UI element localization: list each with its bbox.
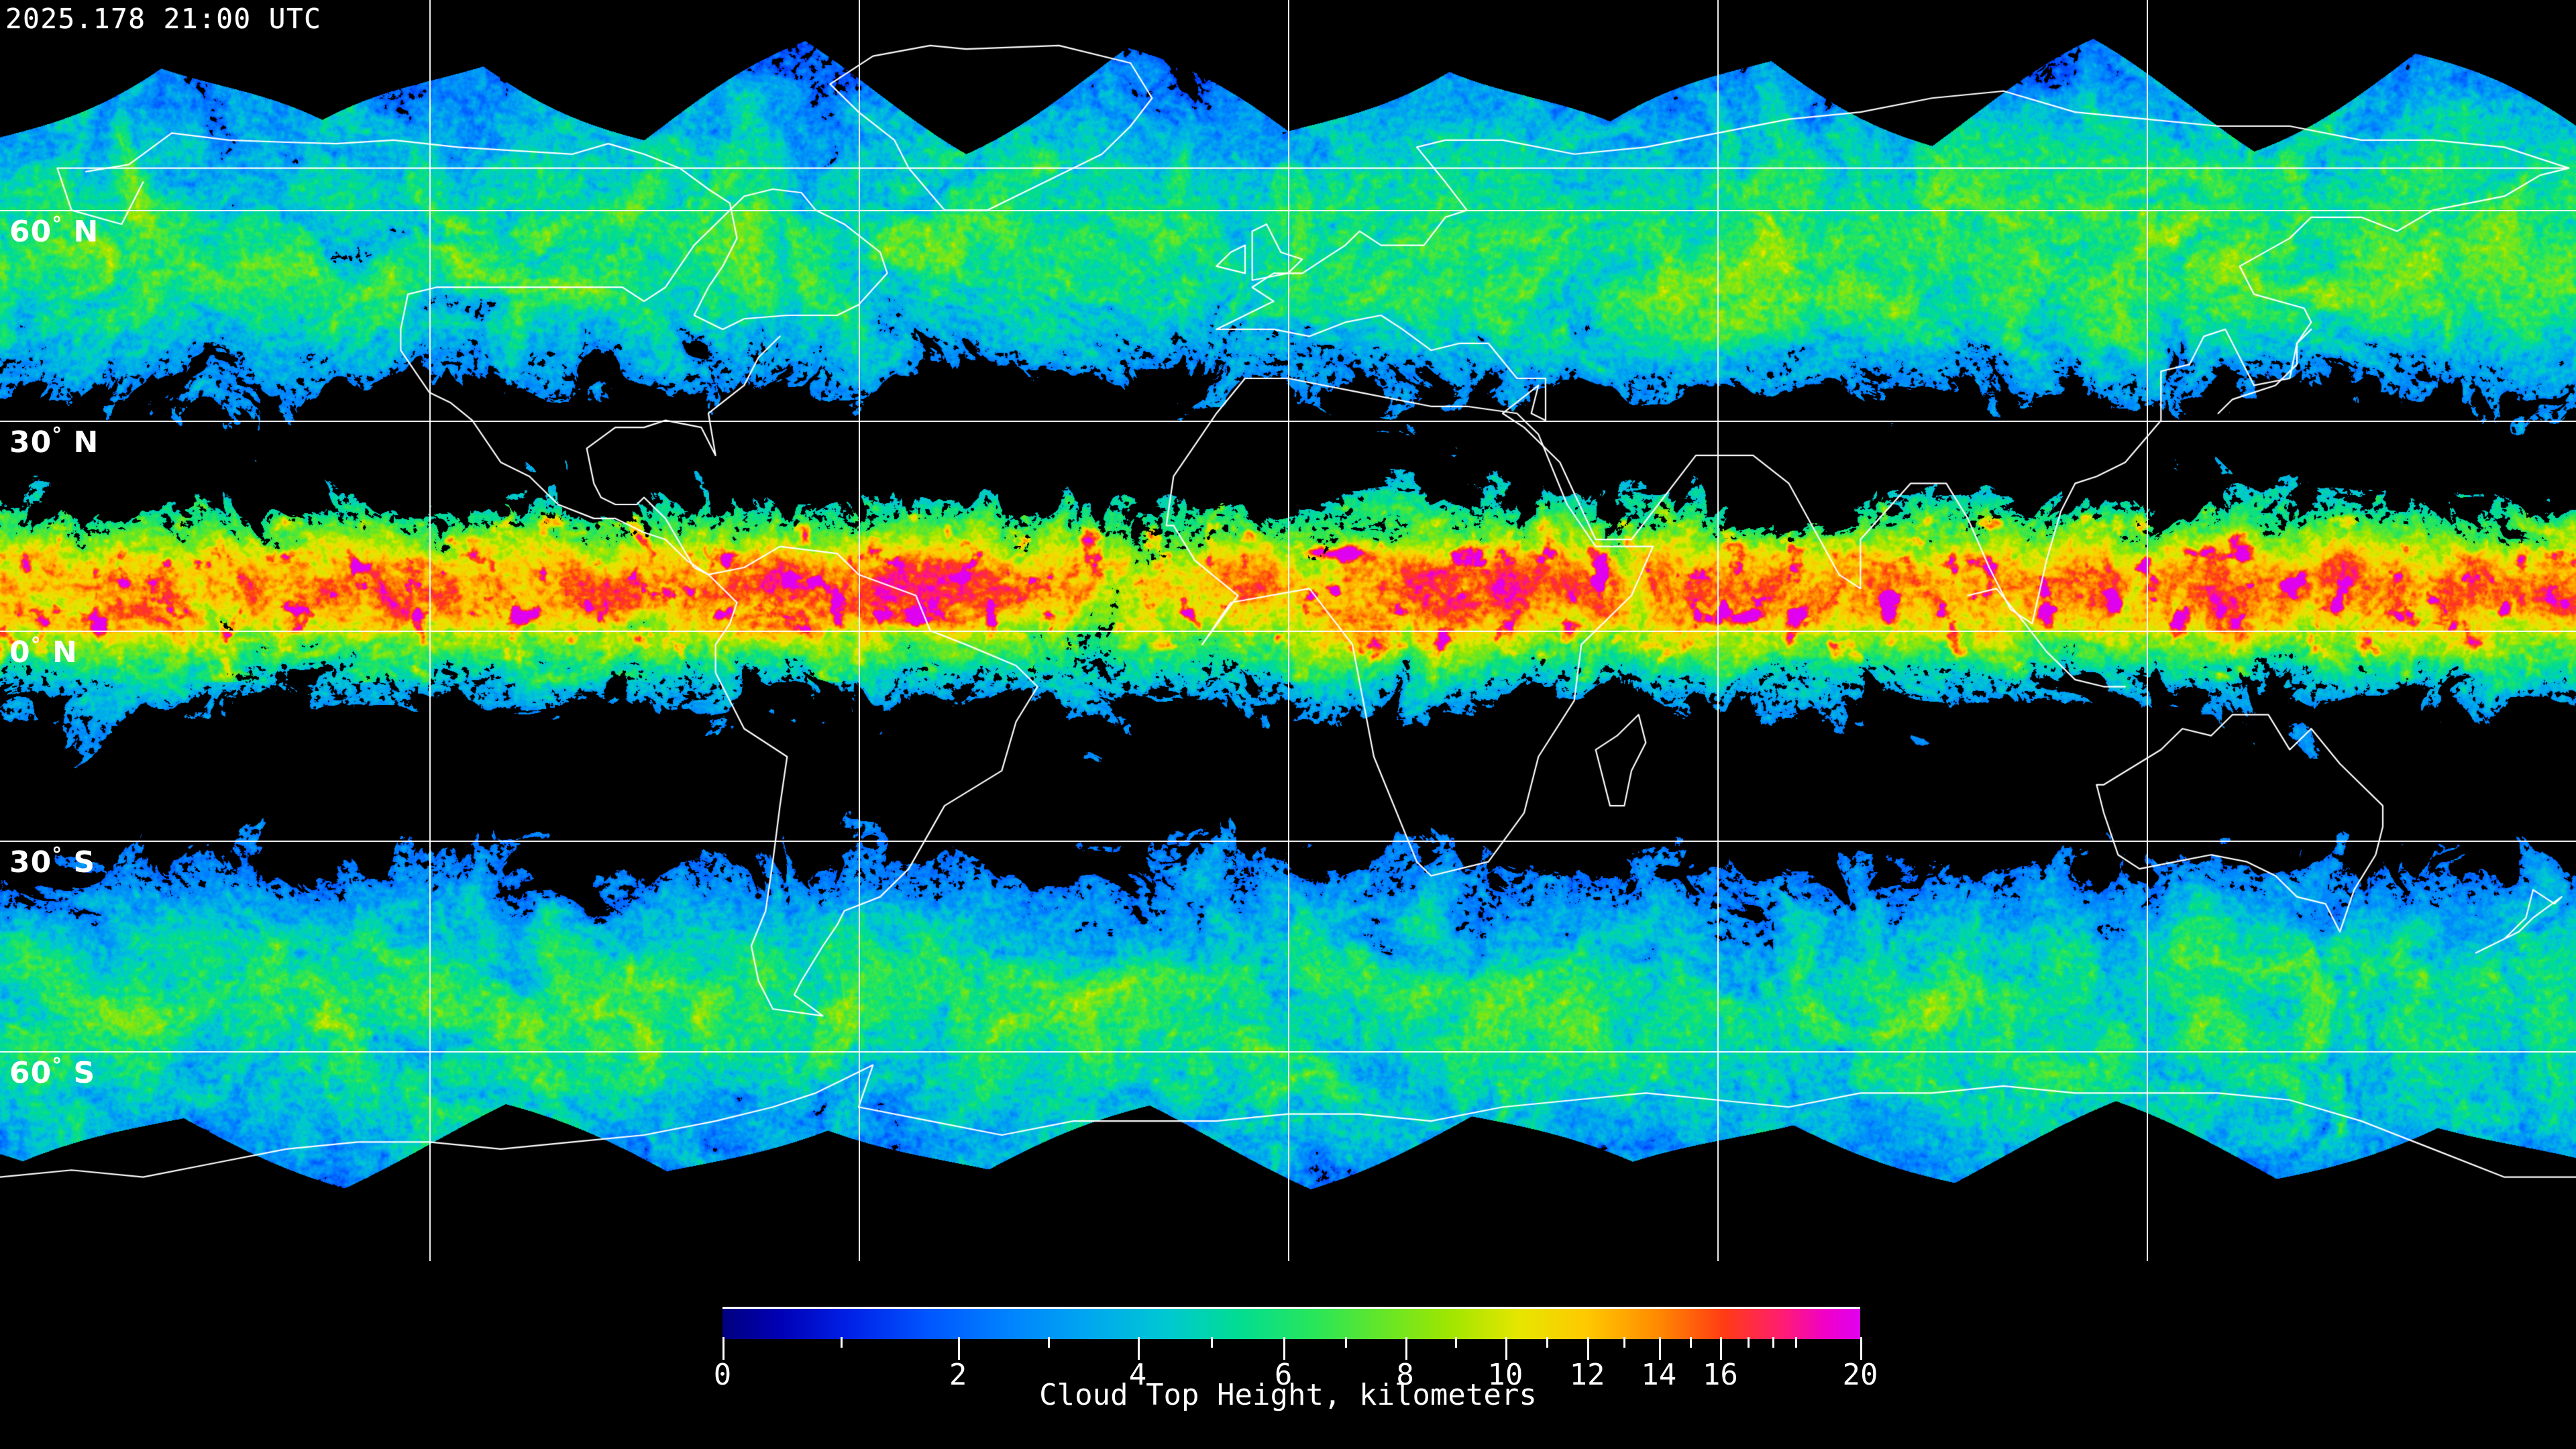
colorbar-tick-label: 8	[1396, 1358, 1414, 1392]
colorbar-major-tick	[1405, 1337, 1407, 1360]
colorbar-tick-label: 16	[1702, 1358, 1738, 1392]
colorbar-major-tick	[1860, 1337, 1862, 1360]
colorbar-minor-tick	[1795, 1337, 1798, 1348]
latitude-value: 60	[9, 1055, 52, 1090]
colorbar-tick-label: 12	[1569, 1358, 1605, 1392]
degree-symbol-icon: °	[30, 633, 42, 657]
degree-symbol-icon: °	[52, 843, 63, 867]
colorbar-tick-label: 0	[713, 1358, 732, 1392]
latitude-label: 60° N	[9, 215, 99, 249]
colorbar-minor-tick	[1689, 1337, 1692, 1348]
colorbar-tick-label: 10	[1487, 1358, 1523, 1392]
colorbar-gradient	[722, 1307, 1860, 1339]
latitude-value: 30	[9, 845, 52, 880]
colorbar-minor-tick	[1048, 1337, 1051, 1348]
colorbar-minor-tick	[1344, 1337, 1347, 1348]
colorbar-major-tick	[1138, 1337, 1140, 1360]
colorbar-tick-label: 4	[1128, 1358, 1147, 1392]
graticule-meridian	[1717, 0, 1719, 1261]
colorbar-tick-marks	[722, 1337, 1862, 1360]
colorbar-minor-tick	[1210, 1337, 1213, 1348]
graticule-meridian	[859, 0, 860, 1261]
graticule-meridian	[2147, 0, 2148, 1261]
latitude-value: 30	[9, 425, 52, 460]
colorbar-minor-tick	[1455, 1337, 1458, 1348]
colorbar-minor-tick	[841, 1337, 843, 1348]
colorbar-major-tick	[1505, 1337, 1507, 1360]
degree-symbol-icon: °	[52, 423, 63, 447]
graticule-meridian	[429, 0, 431, 1261]
colorbar-tick-label: 20	[1842, 1358, 1878, 1392]
latitude-label: 30° S	[9, 843, 96, 880]
colorbar-tick-label: 2	[949, 1358, 967, 1392]
colorbar-major-tick	[1587, 1337, 1589, 1360]
colorbar-tick-label: 6	[1274, 1358, 1293, 1392]
latitude-hemisphere: N	[62, 425, 99, 460]
latitude-hemisphere: S	[62, 845, 96, 880]
degree-symbol-icon: °	[52, 213, 63, 237]
timestamp-label: 2025.178 21:00 UTC	[5, 3, 322, 35]
latitude-label: 0° N	[9, 633, 78, 669]
latitude-label: 60° S	[9, 1054, 96, 1090]
colorbar-major-tick	[958, 1337, 961, 1360]
colorbar-minor-tick	[1623, 1337, 1626, 1348]
colorbar-minor-tick	[1546, 1337, 1548, 1348]
latitude-hemisphere: N	[41, 635, 78, 669]
colorbar-major-tick	[1720, 1337, 1723, 1360]
colorbar-gradient-fill	[722, 1309, 1860, 1339]
latitude-hemisphere: N	[62, 215, 99, 250]
latitude-hemisphere: S	[62, 1055, 96, 1090]
latitude-value: 0	[9, 635, 31, 669]
colorbar-major-tick	[1283, 1337, 1286, 1360]
colorbar-panel: 0 2 4 6 8 10 12 14 16 20	[0, 1261, 2576, 1449]
latitude-value: 60	[9, 215, 52, 250]
colorbar-major-tick	[722, 1337, 724, 1360]
colorbar-caption: Cloud Top Height, kilometers	[1039, 1378, 1537, 1412]
colorbar-minor-tick	[1772, 1337, 1775, 1348]
graticule-meridian	[1288, 0, 1289, 1261]
latitude-label: 30° N	[9, 423, 99, 460]
world-map-panel: 60° N 30° N 0° N 30° S 60° S	[0, 0, 2576, 1261]
degree-symbol-icon: °	[52, 1054, 63, 1077]
colorbar-major-tick	[1658, 1337, 1661, 1360]
colorbar-tick-label: 14	[1641, 1358, 1677, 1392]
colorbar-minor-tick	[1748, 1337, 1750, 1348]
